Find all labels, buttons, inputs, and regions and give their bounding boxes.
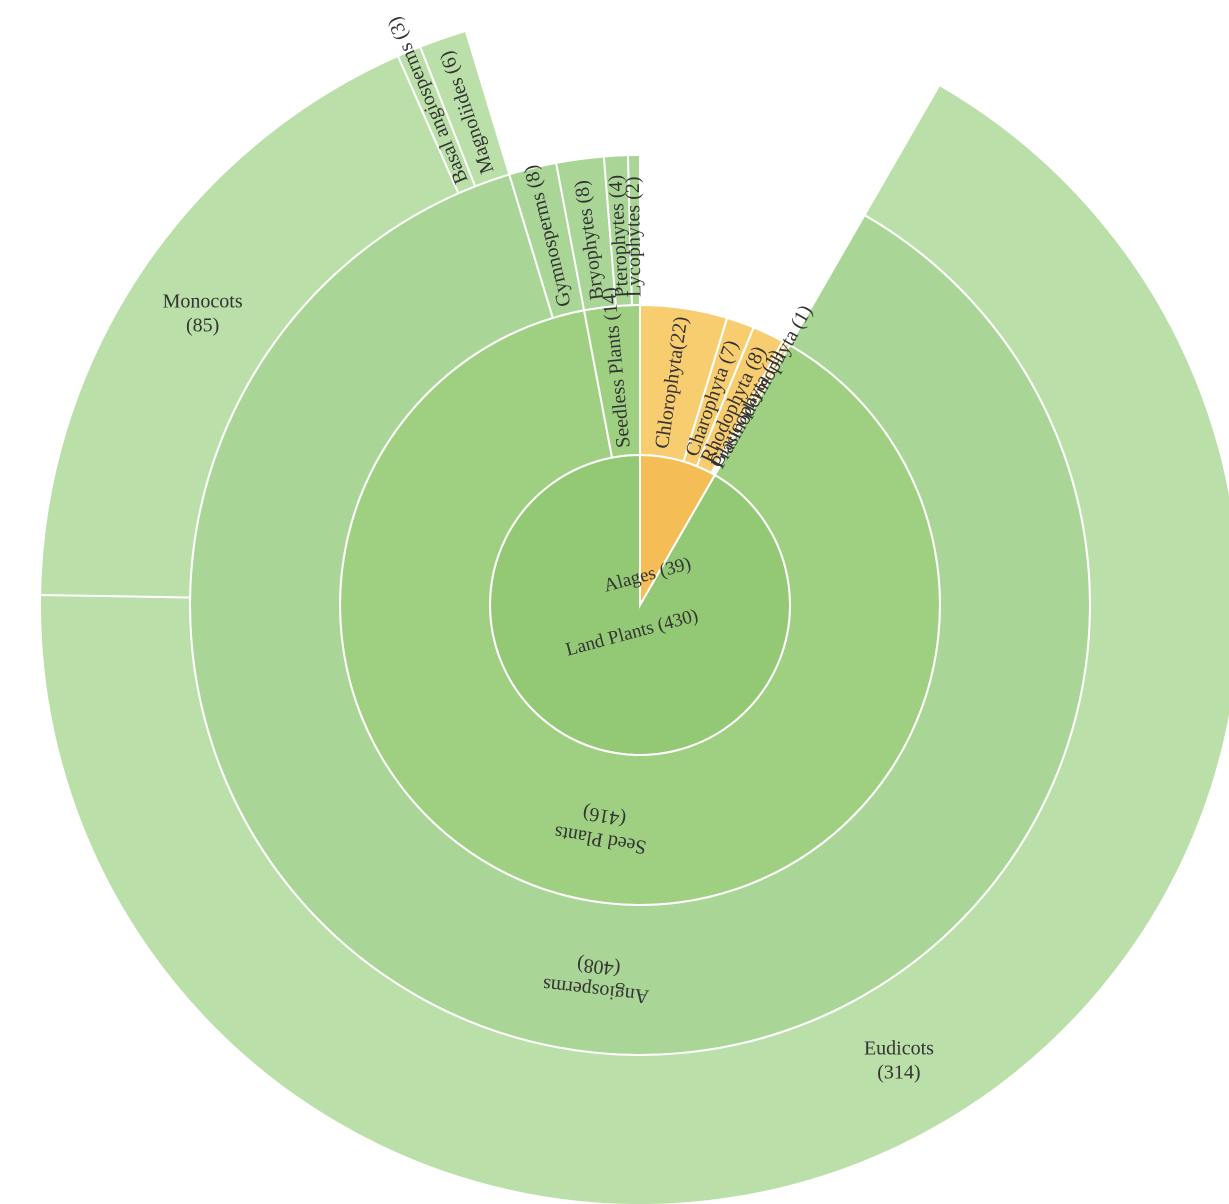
wedge-prasinodermophyta[interactable] [711,341,792,477]
label-lycophytes: Lycophytes (2) [622,176,646,297]
label-eudicots: Eudicots (314) [864,1037,934,1083]
label-monocots: Monocots (85) [163,290,243,336]
sunburst-wedges [39,29,1229,1204]
wedge-eudicots[interactable] [39,83,1229,1204]
wedge-monocots[interactable] [39,54,460,599]
